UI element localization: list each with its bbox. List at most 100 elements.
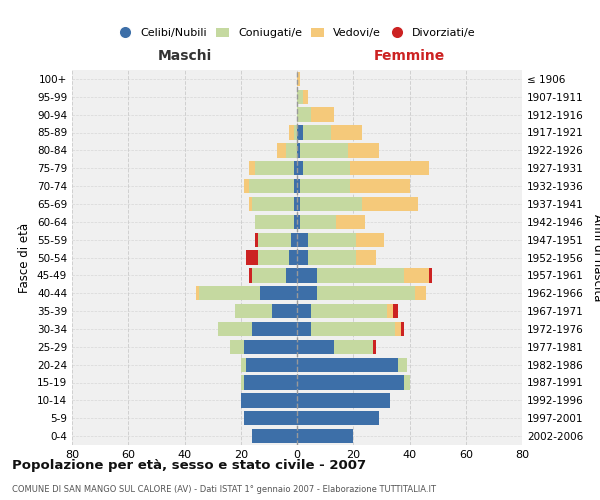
- Bar: [297, 393, 390, 407]
- Bar: [297, 411, 379, 426]
- Text: Maschi: Maschi: [157, 48, 212, 62]
- Bar: [235, 304, 272, 318]
- Bar: [395, 322, 401, 336]
- Bar: [196, 286, 199, 300]
- Bar: [356, 250, 376, 264]
- Bar: [308, 250, 356, 264]
- Bar: [297, 197, 300, 211]
- Bar: [292, 232, 297, 247]
- Bar: [302, 161, 350, 176]
- Bar: [311, 304, 387, 318]
- Bar: [297, 322, 311, 336]
- Bar: [218, 322, 252, 336]
- Bar: [404, 376, 409, 390]
- Bar: [252, 197, 294, 211]
- Bar: [350, 179, 409, 193]
- Bar: [252, 268, 286, 282]
- Bar: [241, 376, 244, 390]
- Bar: [317, 286, 415, 300]
- Bar: [244, 340, 297, 354]
- Bar: [297, 126, 302, 140]
- Bar: [311, 322, 395, 336]
- Bar: [356, 232, 384, 247]
- Bar: [199, 286, 260, 300]
- Bar: [294, 126, 297, 140]
- Bar: [297, 358, 398, 372]
- Bar: [347, 143, 379, 158]
- Bar: [297, 340, 334, 354]
- Bar: [241, 393, 297, 407]
- Bar: [334, 340, 373, 354]
- Bar: [244, 179, 249, 193]
- Bar: [249, 179, 294, 193]
- Bar: [255, 214, 294, 229]
- Bar: [297, 72, 300, 86]
- Bar: [294, 214, 297, 229]
- Bar: [272, 304, 297, 318]
- Bar: [249, 197, 252, 211]
- Bar: [277, 143, 286, 158]
- Bar: [398, 358, 407, 372]
- Bar: [387, 304, 392, 318]
- Bar: [249, 268, 252, 282]
- Bar: [311, 108, 334, 122]
- Bar: [294, 179, 297, 193]
- Bar: [297, 268, 317, 282]
- Text: Popolazione per età, sesso e stato civile - 2007: Popolazione per età, sesso e stato civil…: [12, 460, 366, 472]
- Bar: [257, 250, 289, 264]
- Bar: [286, 268, 297, 282]
- Bar: [289, 250, 297, 264]
- Bar: [294, 161, 297, 176]
- Bar: [252, 429, 297, 443]
- Bar: [302, 90, 308, 104]
- Bar: [247, 358, 297, 372]
- Bar: [297, 143, 300, 158]
- Bar: [244, 411, 297, 426]
- Bar: [297, 179, 300, 193]
- Bar: [289, 126, 294, 140]
- Bar: [297, 108, 311, 122]
- Bar: [297, 161, 302, 176]
- Bar: [294, 197, 297, 211]
- Bar: [297, 232, 308, 247]
- Bar: [308, 232, 356, 247]
- Bar: [392, 304, 398, 318]
- Bar: [300, 179, 350, 193]
- Text: COMUNE DI SAN MANGO SUL CALORE (AV) - Dati ISTAT 1° gennaio 2007 - Elaborazione : COMUNE DI SAN MANGO SUL CALORE (AV) - Da…: [12, 485, 436, 494]
- Bar: [373, 340, 376, 354]
- Bar: [404, 268, 429, 282]
- Bar: [302, 126, 331, 140]
- Bar: [241, 358, 247, 372]
- Bar: [331, 126, 362, 140]
- Bar: [350, 161, 429, 176]
- Bar: [229, 340, 244, 354]
- Bar: [300, 214, 337, 229]
- Bar: [429, 268, 432, 282]
- Text: Femmine: Femmine: [374, 48, 445, 62]
- Bar: [297, 286, 317, 300]
- Bar: [297, 250, 308, 264]
- Bar: [297, 214, 300, 229]
- Legend: Celibi/Nubili, Coniugati/e, Vedovi/e, Divorziati/e: Celibi/Nubili, Coniugati/e, Vedovi/e, Di…: [114, 23, 480, 42]
- Bar: [317, 268, 404, 282]
- Y-axis label: Fasce di età: Fasce di età: [19, 222, 31, 292]
- Bar: [297, 429, 353, 443]
- Bar: [249, 161, 255, 176]
- Bar: [257, 232, 292, 247]
- Bar: [300, 143, 347, 158]
- Bar: [252, 322, 297, 336]
- Bar: [297, 304, 311, 318]
- Bar: [247, 250, 257, 264]
- Y-axis label: Anni di nascita: Anni di nascita: [592, 214, 600, 301]
- Bar: [337, 214, 365, 229]
- Bar: [286, 143, 297, 158]
- Bar: [297, 376, 404, 390]
- Bar: [415, 286, 427, 300]
- Bar: [255, 232, 257, 247]
- Bar: [260, 286, 297, 300]
- Bar: [401, 322, 404, 336]
- Bar: [244, 376, 297, 390]
- Bar: [255, 161, 294, 176]
- Bar: [362, 197, 418, 211]
- Bar: [300, 197, 362, 211]
